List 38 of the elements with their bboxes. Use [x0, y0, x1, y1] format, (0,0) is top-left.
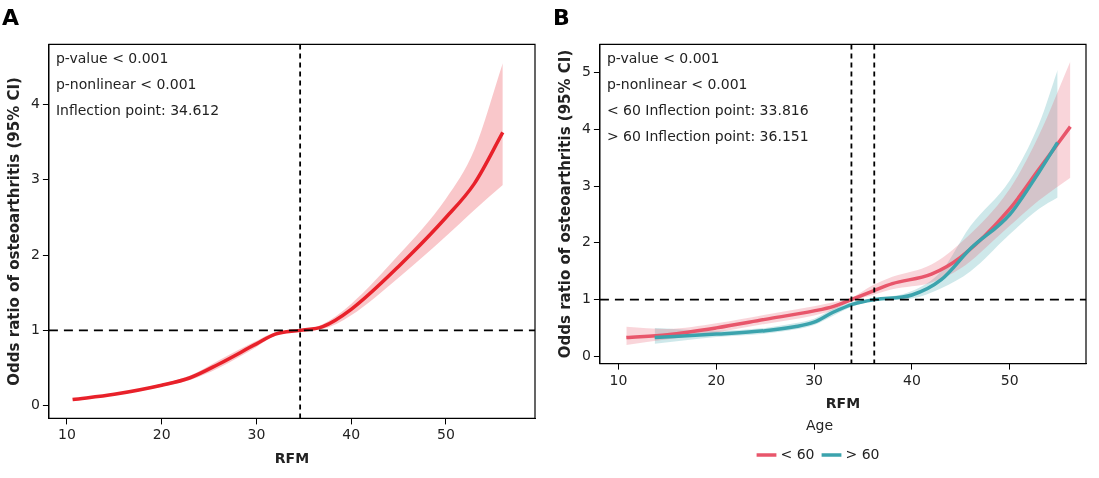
x-tick-label: 30: [247, 426, 266, 443]
x-tick-label: 10: [609, 371, 628, 388]
annotation: < 60 Inflection point: 33.816: [606, 102, 809, 119]
y-tick-label: 5: [581, 63, 591, 80]
x-tick-label: 40: [342, 426, 361, 443]
annotation: p-value < 0.001: [55, 50, 169, 67]
legend-label: < 60: [780, 445, 815, 462]
line-series: [70, 130, 505, 402]
x-axis-title: RFM: [825, 395, 861, 412]
y-tick-label: 4: [581, 120, 591, 137]
y-tick-label: 0: [30, 396, 40, 413]
x-tick-label: 50: [1000, 371, 1019, 388]
y-tick-label: 1: [581, 290, 591, 307]
annotation: > 60 Inflection point: 36.151: [606, 128, 809, 145]
x-axis-title: RFM: [274, 450, 310, 467]
legend-title: Age: [805, 416, 834, 433]
x-tick-label: 20: [152, 426, 171, 443]
y-tick-label: 1: [30, 321, 40, 337]
y-tick-label: 2: [30, 245, 40, 262]
y-tick-label: 2: [581, 233, 591, 250]
x-tick-label: 50: [437, 426, 455, 443]
y-tick-label: 3: [30, 170, 40, 187]
x-tick-label: 40: [902, 371, 921, 388]
annotation: p-nonlinear < 0.001: [606, 76, 748, 93]
y-axis-title: Odds ratio of osteoarthritis (95% CI): [555, 49, 574, 359]
x-tick-label: 20: [707, 371, 726, 388]
chart-title: A: [2, 4, 20, 30]
y-tick-label: 4: [30, 95, 40, 112]
annotation: p-value < 0.001: [606, 50, 720, 67]
y-axis-title: Odds ratio of osteoarthritis (95% CI): [4, 77, 23, 386]
chart-title: B: [553, 4, 570, 30]
x-tick-label: 30: [805, 371, 824, 388]
x-tick-label: 10: [58, 426, 76, 443]
annotation: p-nonlinear < 0.001: [55, 76, 197, 93]
y-tick-label: 3: [581, 176, 591, 193]
y-tick-label: 0: [581, 346, 591, 363]
legend-label: > 60: [845, 445, 880, 462]
annotation: Inflection point: 34.612: [55, 102, 220, 119]
